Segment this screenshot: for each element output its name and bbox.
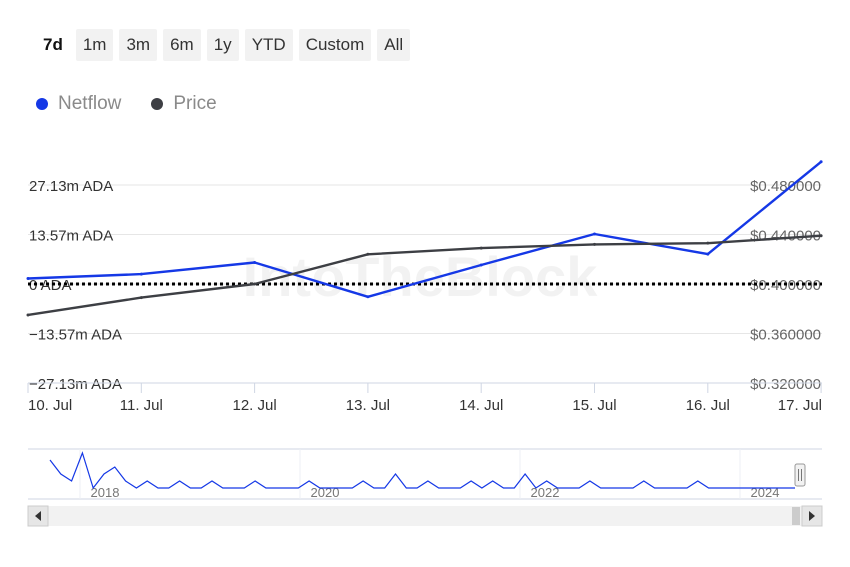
data-point-netflow bbox=[139, 272, 143, 276]
scrollbar-thumb[interactable] bbox=[792, 507, 800, 525]
data-point-netflow bbox=[366, 295, 370, 299]
legend-dot-icon bbox=[151, 98, 164, 110]
navigator-year-label: 2022 bbox=[531, 485, 560, 500]
data-point-price bbox=[139, 296, 143, 300]
legend-dot-icon bbox=[36, 98, 48, 110]
left-axis-tick-label: 0 ADA bbox=[29, 277, 72, 294]
x-axis-tick-label: 13. Jul bbox=[346, 397, 390, 414]
x-axis-tick-label: 11. Jul bbox=[120, 397, 163, 414]
left-axis-tick-label: 27.13m ADA bbox=[29, 178, 113, 195]
data-point-netflow bbox=[479, 263, 483, 267]
scrollbar-track[interactable] bbox=[28, 506, 822, 526]
data-point-price bbox=[26, 313, 30, 317]
legend-item-netflow[interactable]: Netflow bbox=[36, 93, 121, 115]
legend-label: Netflow bbox=[58, 93, 122, 114]
data-point-price bbox=[593, 242, 596, 246]
right-axis-tick-label: $0.480000 bbox=[750, 178, 821, 195]
left-axis-tick-label: −13.57m ADA bbox=[29, 327, 122, 344]
series-line-price bbox=[27, 234, 822, 317]
range-button-6m[interactable]: 6m bbox=[163, 29, 201, 61]
data-point-netflow bbox=[26, 277, 30, 281]
navigator: 2018 2020 2022 2024 bbox=[27, 448, 823, 527]
x-axis-tick-label: 17. Jul bbox=[778, 397, 822, 414]
navigator-handle[interactable] bbox=[794, 463, 806, 487]
chart-legend: Netflow Price bbox=[36, 93, 217, 115]
data-point-netflow bbox=[706, 252, 710, 256]
right-axis-tick-label: $0.320000 bbox=[750, 376, 821, 393]
x-axis-tick-label: 12. Jul bbox=[232, 397, 276, 414]
left-axis-tick-label: −27.13m ADA bbox=[29, 376, 122, 393]
x-axis-tick-label: 15. Jul bbox=[572, 397, 616, 414]
data-point-price bbox=[706, 241, 710, 245]
range-button-7d[interactable]: 7d bbox=[36, 29, 70, 61]
left-axis-tick-label: 13.57m ADA bbox=[29, 227, 113, 244]
range-button-custom[interactable]: Custom bbox=[298, 29, 372, 61]
watermark-text: IntoTheBlock bbox=[243, 245, 599, 308]
series bbox=[26, 160, 823, 317]
arrow-right-icon bbox=[809, 511, 815, 521]
navigator-series-line bbox=[49, 451, 795, 490]
data-point-price bbox=[366, 252, 370, 256]
range-button-all[interactable]: All bbox=[377, 29, 411, 61]
data-point-price bbox=[479, 246, 483, 250]
data-point-price bbox=[253, 282, 257, 286]
navigator-year-label: 2024 bbox=[751, 485, 780, 500]
x-axis-tick-label: 10. Jul bbox=[28, 397, 72, 414]
navigator-year-label: 2020 bbox=[311, 485, 340, 500]
range-button-ytd[interactable]: YTD bbox=[244, 29, 293, 61]
data-point-netflow bbox=[593, 232, 596, 236]
legend-label: Price bbox=[173, 93, 217, 114]
x-axis-tick-label: 16. Jul bbox=[686, 397, 730, 414]
x-axis-tick-label: 14. Jul bbox=[459, 397, 503, 414]
range-button-3m[interactable]: 3m bbox=[119, 29, 158, 61]
watermark: IntoTheBlock bbox=[243, 245, 599, 308]
data-point-netflow bbox=[253, 260, 257, 264]
range-selector: 7d 1m 3m 6m 1y YTD Custom All bbox=[36, 29, 411, 61]
range-button-1y[interactable]: 1y bbox=[206, 29, 239, 61]
legend-item-price[interactable]: Price bbox=[151, 93, 217, 115]
right-axis-tick-label: $0.360000 bbox=[750, 327, 821, 344]
data-point-netflow bbox=[819, 160, 823, 164]
navigator-year-label: 2018 bbox=[91, 485, 120, 500]
data-point-price bbox=[819, 234, 823, 238]
range-button-1m[interactable]: 1m bbox=[75, 29, 114, 61]
arrow-left-icon bbox=[35, 511, 41, 521]
series-line-netflow bbox=[27, 160, 822, 298]
